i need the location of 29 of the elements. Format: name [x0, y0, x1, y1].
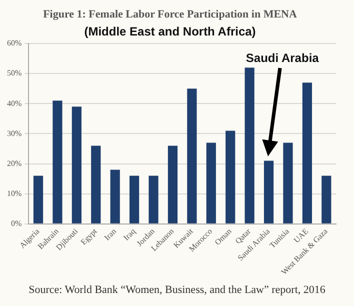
x-tick-label: Iraq	[122, 226, 138, 242]
bar	[33, 176, 44, 224]
chart-title: Figure 1: Female Labor Force Participation in MENA	[43, 8, 297, 20]
y-tick-label: 0%	[10, 218, 22, 228]
y-tick-label: 30%	[6, 128, 22, 138]
y-tick-label: 40%	[6, 98, 22, 108]
bar	[264, 160, 274, 224]
bar	[130, 176, 140, 224]
y-tick-label: 20%	[6, 158, 22, 168]
bar	[52, 100, 62, 224]
bar	[226, 130, 236, 224]
bar	[283, 142, 293, 224]
bar	[110, 170, 120, 224]
bar	[322, 176, 332, 224]
bar	[206, 142, 216, 224]
y-tick-label: 60%	[6, 38, 22, 48]
chart-subtitle: (Middle East and North Africa)	[84, 24, 256, 39]
bar	[187, 88, 197, 224]
bar	[302, 82, 312, 224]
bar	[91, 146, 101, 224]
annotation: Saudi Arabia	[246, 50, 319, 65]
bar	[72, 106, 82, 224]
bar	[148, 176, 158, 224]
y-tick-label: 10%	[6, 188, 22, 198]
bar	[244, 68, 254, 224]
source-note: Source: World Bank “Women, Business, and the Law” report, 2016	[28, 284, 326, 296]
bar	[168, 146, 178, 224]
x-tick-label: Iran	[102, 226, 118, 242]
y-tick-label: 50%	[6, 68, 22, 78]
